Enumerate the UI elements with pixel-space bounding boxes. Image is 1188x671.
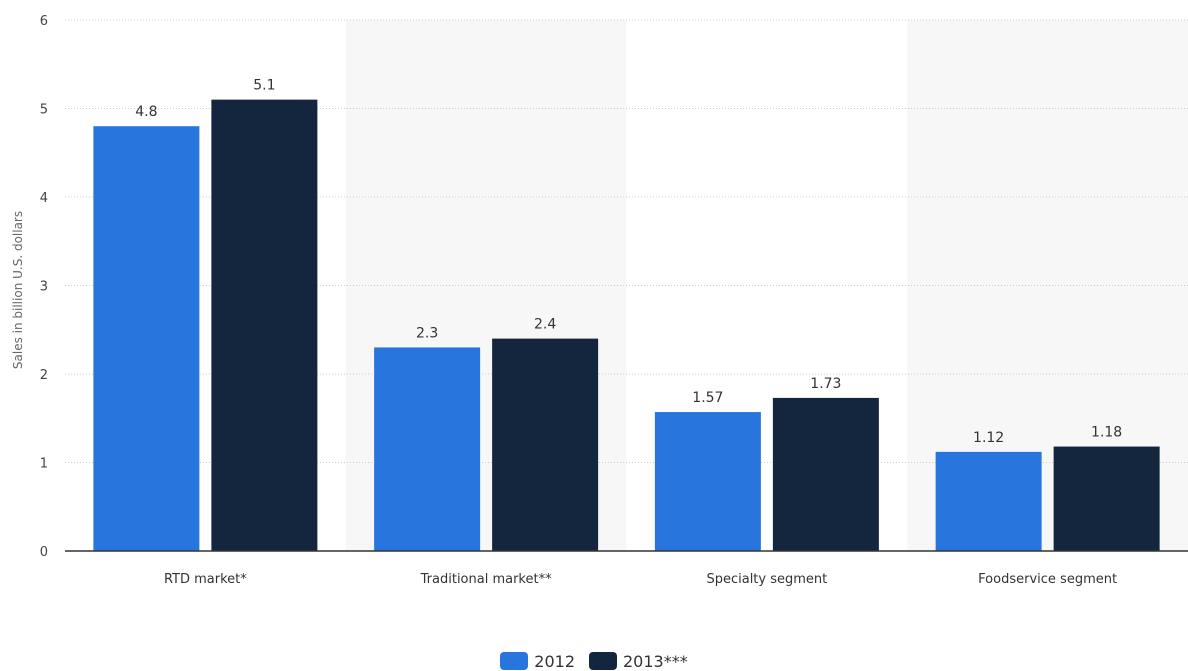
bar-specialty-segment-2013[interactable] — [772, 397, 879, 551]
y-tick-label-4: 4 — [40, 191, 48, 206]
legend-swatch-2012 — [500, 652, 529, 670]
x-axis: RTD market* Traditional market** Specialty… — [65, 550, 1188, 587]
bar-rtd-market-2012[interactable] — [93, 126, 200, 551]
legend: 2012 2013*** — [0, 651, 1188, 671]
x-tick-label-traditional-market: Traditional market** — [420, 572, 552, 587]
x-tick-label-foodservice-segment: Foodservice segment — [978, 572, 1117, 587]
y-axis-label: Sales in billion U.S. dollars — [11, 211, 25, 369]
data-label-foodservice-segment-2013: 1.18 — [1091, 425, 1122, 441]
y-tick-label-0: 0 — [40, 545, 48, 560]
y-tick-label-1: 1 — [40, 457, 48, 472]
legend-item-2012[interactable]: 2012 — [500, 652, 575, 671]
data-label-traditional-market-2012: 2.3 — [416, 325, 438, 341]
y-tick-label-5: 5 — [40, 103, 48, 118]
data-label-rtd-market-2013: 5.1 — [253, 78, 275, 94]
bar-chart: 4.8 5.1 2.3 2.4 1.57 1.73 1.12 1.18 0 1 2 3 4 5 6 RTD… — [11, 14, 1188, 587]
data-label-rtd-market-2012: 4.8 — [135, 104, 157, 120]
bar-rtd-market-2013[interactable] — [211, 99, 318, 552]
y-tick-label-3: 3 — [40, 280, 48, 295]
y-tick-label-6: 6 — [40, 14, 48, 29]
data-label-specialty-segment-2012: 1.57 — [692, 390, 723, 406]
data-label-traditional-market-2013: 2.4 — [534, 317, 556, 333]
bar-specialty-segment-2012[interactable] — [654, 412, 761, 551]
data-labels: 4.8 5.1 2.3 2.4 1.57 1.73 1.12 1.18 — [135, 78, 1122, 446]
legend-swatch-2013 — [589, 652, 617, 670]
bar-traditional-market-2012[interactable] — [374, 347, 481, 551]
data-label-foodservice-segment-2012: 1.12 — [973, 430, 1004, 446]
y-axis: 0 1 2 3 4 5 6 — [40, 14, 48, 560]
x-tick-label-rtd-market: RTD market* — [164, 572, 247, 587]
bar-foodservice-segment-2013[interactable] — [1053, 446, 1160, 551]
bar-foodservice-segment-2012[interactable] — [935, 451, 1042, 551]
legend-item-2013[interactable]: 2013*** — [589, 652, 688, 671]
legend-label-2012: 2012 — [534, 651, 575, 671]
bars — [93, 99, 1160, 552]
bar-traditional-market-2013[interactable] — [492, 338, 599, 551]
data-label-specialty-segment-2013: 1.73 — [810, 376, 841, 392]
gridlines — [65, 19, 1188, 463]
legend-label-2013: 2013*** — [623, 651, 688, 671]
y-tick-label-2: 2 — [40, 368, 48, 383]
x-tick-label-specialty-segment: Specialty segment — [706, 572, 827, 587]
